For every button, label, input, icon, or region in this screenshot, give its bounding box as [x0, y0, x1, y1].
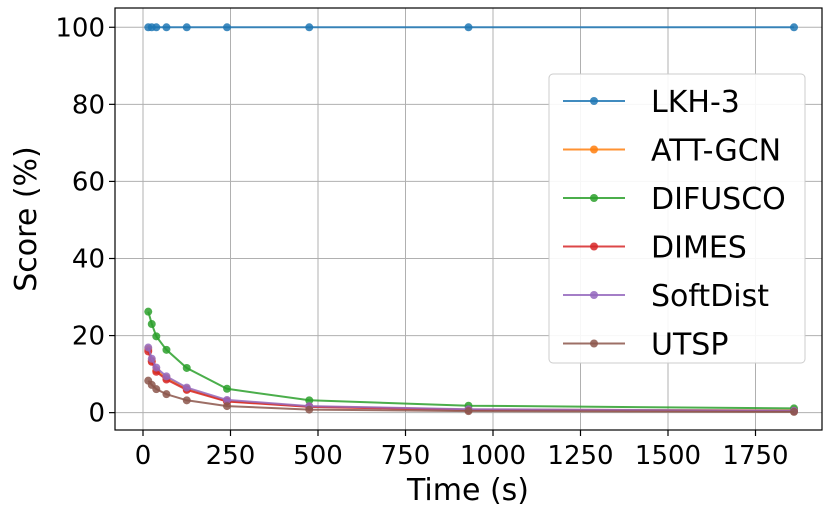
- legend-label-dimes: DIMES: [651, 231, 747, 266]
- data-point-softdist: [182, 383, 191, 392]
- legend-item-softdist: SoftDist: [563, 279, 769, 314]
- legend-label-utsp: UTSP: [651, 328, 728, 363]
- data-point-lkh-3: [182, 23, 191, 32]
- data-point-utsp: [162, 390, 171, 399]
- x-tick-label: 1000: [460, 441, 526, 471]
- x-tick-label: 1750: [722, 441, 788, 471]
- x-tick-label: 250: [206, 441, 256, 471]
- axis-ticks: 0 250 500 750 1000 1250 1500 1750 0 20 40 60 80 100: [55, 13, 788, 471]
- x-tick-label: 500: [293, 441, 343, 471]
- x-tick-label: 0: [135, 441, 152, 471]
- data-point-softdist: [147, 354, 156, 363]
- data-point-difusco: [223, 384, 231, 393]
- y-tick-label: 20: [72, 322, 105, 352]
- y-tick-label: 100: [55, 13, 105, 43]
- data-point-softdist: [162, 372, 171, 381]
- data-point-utsp: [223, 402, 231, 411]
- y-tick-label: 0: [88, 399, 105, 429]
- legend-item-dimes: DIMES: [563, 231, 747, 266]
- legend-item-utsp: UTSP: [563, 328, 728, 363]
- data-point-difusco: [152, 332, 161, 341]
- legend-marker-difusco: [590, 194, 598, 202]
- data-point-lkh-3: [790, 23, 798, 32]
- x-tick-label: 750: [381, 441, 431, 471]
- series-lkh-3: [144, 23, 798, 32]
- data-point-softdist: [223, 395, 231, 404]
- x-axis-label: Time (s): [406, 473, 529, 508]
- data-point-difusco: [305, 396, 314, 405]
- plot-frame: [114, 7, 823, 431]
- y-axis-label: Score (%): [9, 146, 44, 291]
- legend-label-lkh-3: LKH-3: [651, 85, 740, 120]
- data-point-lkh-3: [223, 23, 231, 32]
- data-point-lkh-3: [152, 23, 161, 32]
- data-point-softdist: [152, 363, 161, 372]
- legend-marker-softdist: [590, 291, 598, 299]
- legend-marker-utsp: [590, 339, 598, 348]
- data-point-lkh-3: [305, 23, 314, 32]
- data-point-utsp: [152, 385, 161, 394]
- legend: LKH-3 ATT-GCN DIFUSCO DIMES SoftDist UTSP: [548, 73, 806, 364]
- data-point-difusco: [182, 363, 191, 372]
- legend-label-difusco: DIFUSCO: [651, 182, 786, 217]
- data-point-utsp: [464, 407, 473, 416]
- legend-item-att-gcn: ATT-GCN: [563, 134, 781, 169]
- data-point-utsp: [305, 405, 314, 414]
- y-tick-label: 80: [72, 90, 105, 120]
- y-tick-label: 40: [72, 245, 105, 275]
- series-group: [144, 23, 798, 416]
- x-tick-label: 1500: [635, 441, 701, 471]
- x-tick-label: 1250: [547, 441, 613, 471]
- data-point-utsp: [182, 396, 191, 405]
- legend-box: [548, 73, 806, 364]
- legend-marker-att-gcn: [590, 145, 598, 154]
- y-tick-label: 60: [72, 167, 105, 197]
- data-point-difusco: [162, 345, 171, 354]
- legend-marker-lkh-3: [590, 97, 598, 105]
- data-point-utsp: [790, 407, 798, 416]
- legend-item-difusco: DIFUSCO: [563, 182, 786, 217]
- data-point-softdist: [144, 343, 153, 352]
- data-point-difusco: [147, 320, 156, 329]
- legend-label-att-gcn: ATT-GCN: [651, 134, 781, 169]
- legend-marker-dimes: [590, 242, 598, 251]
- data-point-lkh-3: [464, 23, 473, 32]
- legend-item-lkh-3: LKH-3: [563, 85, 740, 120]
- legend-label-softdist: SoftDist: [651, 279, 769, 314]
- series-utsp: [144, 376, 798, 416]
- data-point-difusco: [144, 307, 153, 316]
- data-point-lkh-3: [162, 23, 171, 32]
